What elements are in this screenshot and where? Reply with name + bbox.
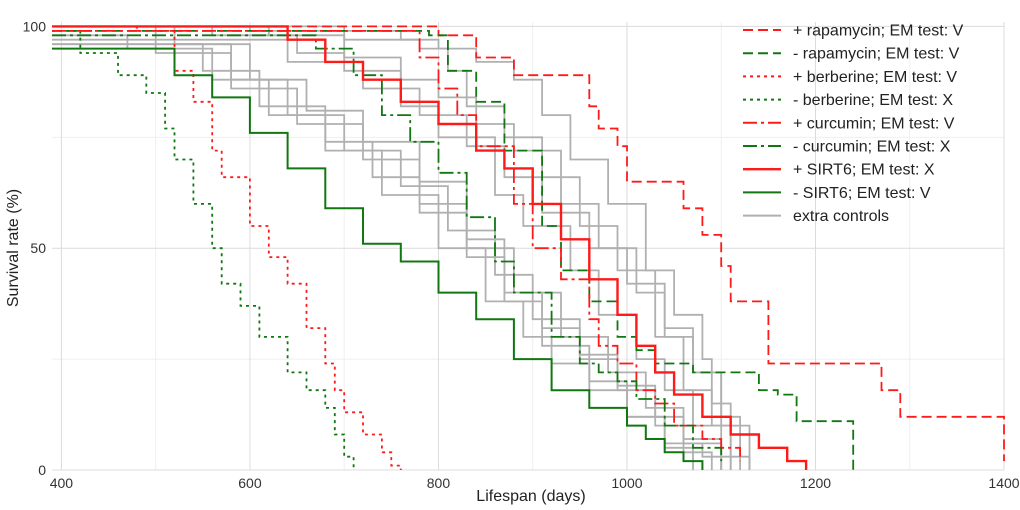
grid [52,22,1005,471]
series-line-berberine-em-test-x [52,30,355,470]
series-line-extra-controls [52,25,723,470]
legend-label: - rapamycin; EM test: V [793,46,960,63]
y-tick-label: 50 [30,240,46,256]
legend-label: + berberine; EM test: V [793,69,957,86]
y-tick-label: 0 [38,462,46,478]
legend-label: - berberine; EM test: X [793,92,953,109]
axis-ticks: 400 600 800 1000 1200 1400 0 50 100 [23,18,1020,491]
legend: + rapamycin; EM test: V - rapamycin; EM t… [743,23,964,225]
series-line-extra-controls [52,43,713,470]
series-line-extra-controls [52,43,694,470]
series-line-extra-controls [52,25,723,470]
legend-label: + SIRT6; EM test: X [793,162,935,179]
series-line-rapamycin-em-test-v [52,30,855,470]
series-line-berberine-em-test-v [52,25,402,470]
x-tick-label: 1400 [988,475,1019,491]
legend-label: - curcumin; EM test: X [793,139,951,156]
legend-label: - SIRT6; EM test: V [793,185,931,202]
series-line-extra-controls [52,34,723,470]
legend-label: + rapamycin; EM test: V [793,23,964,40]
series-line-curcumin-em-test-x [52,34,723,462]
series-line-rapamycin-em-test-v [52,25,1005,462]
series-line-sirt6-em-test-v [52,47,704,470]
y-tick-label: 100 [23,18,47,34]
x-tick-label: 1200 [800,475,831,491]
y-axis-label: Survival rate (%) [5,189,22,307]
x-tick-label: 600 [238,475,262,491]
series-line-extra-controls [52,25,732,470]
series-layer [52,25,1005,470]
x-tick-label: 400 [50,475,74,491]
series-line-sirt6-em-test-x [52,25,808,470]
x-axis-label: Lifespan (days) [476,488,585,505]
legend-label: + curcumin; EM test: V [793,115,955,132]
series-line-extra-controls [52,25,732,470]
x-tick-label: 800 [427,475,451,491]
x-tick-label: 1000 [611,475,642,491]
legend-label: extra controls [793,208,889,225]
